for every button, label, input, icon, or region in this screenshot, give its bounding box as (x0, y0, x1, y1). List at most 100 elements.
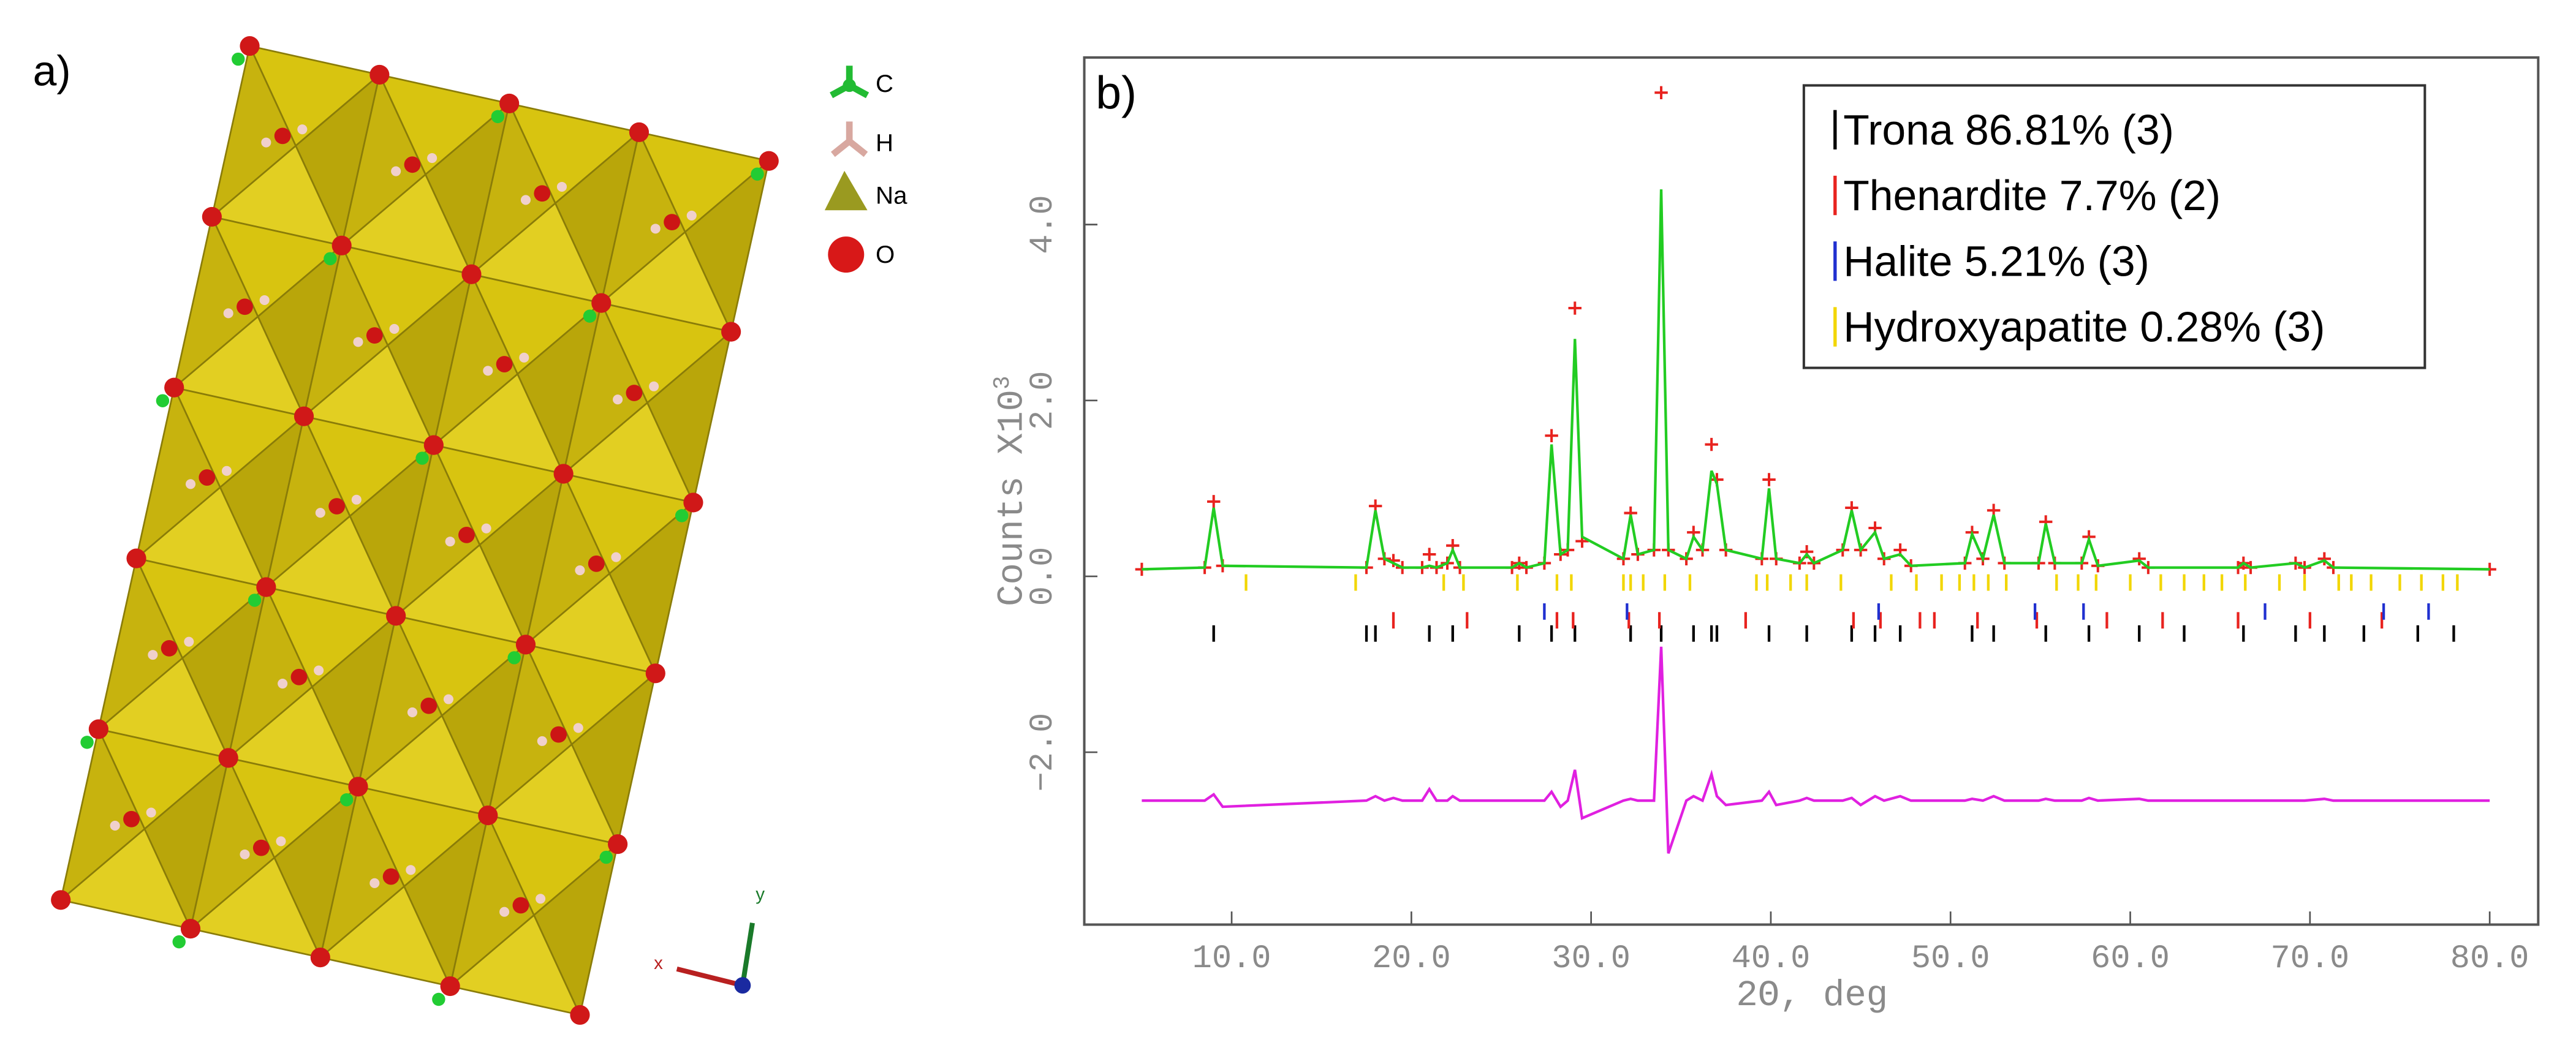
oxygen-atom (683, 492, 703, 513)
hydrogen-atom (240, 849, 250, 859)
hydrogen-atom (407, 707, 418, 717)
oxygen-atom (237, 298, 253, 315)
y-tick-label: 0.0 (1025, 547, 1062, 606)
x-tick-label: 40.0 (1732, 940, 1811, 978)
octahedron-face (340, 72, 427, 248)
oxygen-atom (88, 719, 108, 739)
octahedron-face (319, 784, 406, 960)
legend-label: Trona 86.81% (3) (1843, 106, 2174, 154)
oxygen-atom (420, 697, 438, 714)
oxygen-atom (499, 93, 520, 114)
x-tick-label: 10.0 (1192, 940, 1271, 978)
oxygen-atom (180, 919, 201, 939)
oxygen-atom (458, 526, 475, 543)
carbon-atom (324, 252, 337, 266)
carbon-atom (599, 850, 613, 864)
legend-label: H (876, 129, 893, 157)
hydrogen-atom (406, 865, 416, 875)
hydrogen-atom (297, 124, 308, 135)
legend-label: O (876, 241, 895, 268)
oxygen-atom (461, 264, 482, 284)
oxygen-atom (252, 839, 270, 856)
observed-point (2132, 552, 2146, 565)
hydrogen-atom (520, 195, 531, 205)
carbon-atom (172, 935, 186, 949)
observed-point (1545, 429, 1558, 442)
axis-triad: x y (654, 884, 765, 994)
y-tick-label: −2.0 (1025, 713, 1062, 792)
carbon-atom (80, 736, 94, 749)
octahedron-face (600, 129, 686, 306)
octahedron-face (470, 100, 556, 277)
x-arrow (676, 966, 743, 988)
octahedron-face (524, 471, 611, 647)
x-tick-label: 50.0 (1911, 940, 1990, 978)
octahedron-face (97, 556, 184, 732)
calculated-line (1142, 189, 2490, 571)
hydrogen-atom (276, 836, 286, 847)
oxygen-atom (534, 185, 551, 202)
oxygen-atom (126, 548, 146, 568)
octahedron-face (432, 271, 519, 448)
oxygen-atom (626, 385, 643, 401)
legend-label: Halite 5.21% (3) (1843, 237, 2150, 285)
hydrogen-icon (830, 121, 868, 157)
hydrogen-atom (148, 650, 158, 660)
hydrogen-atom (481, 523, 491, 534)
legend-label: C (876, 70, 893, 97)
axis-label: x (654, 953, 663, 973)
hydrogen-atom (185, 479, 196, 489)
panel-label: a) (33, 47, 71, 94)
legend-entries: Trona 86.81% (3) Thenardite 7.7% (2) Halit… (1833, 106, 2325, 351)
hydrogen-atom (353, 337, 363, 347)
carbon-atom (432, 992, 445, 1006)
sodium-icon (824, 170, 868, 211)
carbon-atom (507, 651, 521, 665)
observed-point (1207, 495, 1221, 508)
observed-point (2317, 552, 2332, 565)
hydrogen-atom (573, 723, 583, 733)
oxygen-atom (721, 322, 741, 342)
oxygen-atom (423, 435, 444, 455)
hydrogen-atom (686, 210, 697, 221)
hydrogen-atom (391, 166, 401, 176)
hydrogen-atom (443, 694, 453, 704)
plot-area (1084, 86, 2496, 925)
observed-point (1654, 86, 1668, 100)
oxygen-atom (199, 469, 216, 486)
oxygen-atom (164, 377, 184, 398)
octahedron-face (357, 613, 443, 789)
oxygen-atom (588, 555, 605, 572)
hydrogen-atom (184, 636, 194, 647)
legend-label: Thenardite 7.7% (2) (1843, 172, 2221, 219)
octahedron-face (59, 726, 146, 902)
legend-label: Na (876, 181, 907, 209)
octahedron-face (562, 300, 649, 477)
y-tick-label: 2.0 (1025, 371, 1062, 431)
octahedron-face (173, 214, 259, 390)
oxygen-atom (348, 777, 368, 797)
octahedron-face (487, 642, 573, 818)
hydrogen-atom (351, 494, 362, 505)
oxygen-atom (328, 498, 346, 515)
oxygen-atom (366, 327, 383, 344)
hydrogen-atom (389, 323, 400, 334)
hydrogen-atom (314, 665, 324, 676)
oxygen-atom (382, 868, 400, 885)
oxygen-atom (404, 156, 421, 173)
y-tick-label: 4.0 (1025, 195, 1062, 254)
hydrogen-atom (146, 807, 156, 818)
oxygen-icon (828, 236, 865, 273)
oxygen-atom (310, 948, 330, 968)
difference-line (1142, 646, 2490, 854)
carbon-atom (415, 451, 429, 465)
oxygen-atom (664, 214, 680, 231)
oxygen-atom (218, 748, 238, 768)
hydrogen-atom (315, 508, 325, 518)
hydrogen-atom (278, 678, 288, 689)
oxygen-atom (645, 663, 665, 684)
hydrogen-atom (649, 381, 659, 391)
hydrogen-atom (575, 565, 585, 576)
oxygen-atom (570, 1005, 590, 1025)
